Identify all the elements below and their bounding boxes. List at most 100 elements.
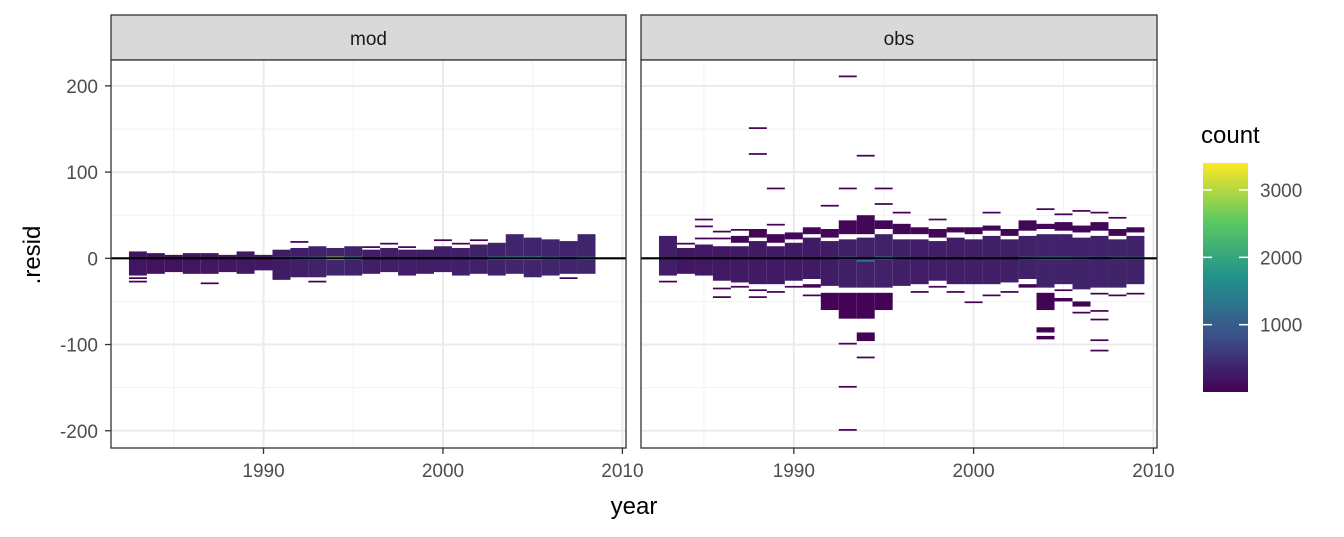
heatmap-bin	[838, 342, 857, 345]
heatmap-bin	[712, 287, 731, 290]
heatmap-bin	[1036, 208, 1055, 211]
heatmap-bin	[766, 223, 785, 226]
heatmap-bin	[380, 242, 399, 245]
heatmap-bin	[982, 211, 1001, 214]
heatmap-bin	[964, 239, 983, 285]
heatmap-bin	[1000, 291, 1019, 293]
heatmap-bin	[766, 246, 785, 285]
heatmap-bin	[964, 301, 983, 304]
heatmap-bin	[380, 247, 399, 273]
heatmap-bin	[1108, 239, 1127, 288]
heatmap-bin	[344, 246, 363, 276]
heatmap-bin	[308, 280, 327, 283]
heatmap-bin	[730, 285, 749, 288]
heatmap-bin	[182, 253, 201, 274]
heatmap-bin	[1036, 223, 1055, 229]
heatmap-bin	[748, 241, 767, 285]
heatmap-bin	[802, 227, 821, 235]
panel-border	[640, 59, 1158, 449]
heatmap-bin	[1072, 225, 1091, 233]
heatmap-bin	[1072, 237, 1091, 290]
facet-strip-label: obs	[884, 29, 915, 50]
heatmap-bin	[892, 211, 911, 214]
heatmap-bin	[874, 187, 893, 190]
heatmap-bin	[694, 237, 713, 240]
y-tick-label: -200	[60, 422, 98, 443]
heatmap-bin	[748, 127, 767, 129]
x-tick-label: 2000	[422, 461, 464, 482]
heatmap-bin	[694, 244, 713, 276]
heatmap-bin	[784, 285, 803, 288]
heatmap-bin	[1054, 213, 1073, 216]
heatmap-bin	[874, 234, 893, 288]
y-tick-label: 200	[66, 77, 98, 98]
heatmap-bin	[802, 294, 821, 297]
heatmap-bin	[856, 215, 875, 235]
heatmap-bin	[748, 153, 767, 155]
heatmap-bin	[892, 239, 911, 286]
heatmap-bin	[128, 280, 147, 283]
heatmap-bin	[982, 294, 1001, 297]
panel-border	[110, 59, 627, 449]
heatmap-bin	[326, 247, 345, 276]
heatmap-bin	[982, 225, 1001, 231]
heatmap-bin	[694, 225, 713, 228]
heatmap-bin	[362, 249, 381, 274]
legend-ticks: 1000 2000 3000	[1203, 181, 1302, 337]
legend-tick-label: 3000	[1260, 181, 1302, 202]
heatmap-bin	[1054, 289, 1073, 292]
heatmap-bin	[676, 242, 695, 245]
heatmap-bin	[1072, 210, 1091, 212]
x-tick-label: 2010	[1132, 461, 1174, 482]
heatmap-bin	[928, 218, 947, 221]
heatmap-bin	[712, 296, 731, 298]
heatmap-bin	[1000, 228, 1019, 236]
heatmap-bin	[802, 284, 821, 288]
heatmap-bin	[1018, 284, 1037, 288]
heatmap-bin	[451, 242, 470, 245]
heatmap-bin	[1090, 310, 1109, 312]
heatmap-bin-dense	[856, 259, 875, 262]
legend-title: count	[1201, 122, 1260, 149]
facet-panel-obs: obs 1990 2000 2010	[640, 14, 1175, 482]
heatmap-bin	[748, 296, 767, 298]
heatmap-bin	[910, 239, 929, 285]
heatmap-bin	[1000, 239, 1019, 283]
heatmap-bin	[1090, 349, 1109, 352]
legend-tick-label: 1000	[1260, 316, 1302, 337]
heatmap-bin	[128, 277, 147, 280]
heatmap-bin	[398, 249, 417, 276]
heatmap-bin	[1036, 335, 1055, 340]
y-axis: -200 -100 0 100 200	[60, 77, 111, 443]
x-tick-label: 2010	[601, 461, 643, 482]
heatmap-bin	[451, 247, 470, 276]
y-axis-title: .resid	[19, 226, 46, 285]
heatmap-bin	[1072, 311, 1091, 314]
heatmap-bin	[290, 247, 309, 278]
heatmap-bin	[838, 187, 857, 190]
heatmap-bin	[1090, 292, 1109, 295]
heatmap-bin	[1054, 222, 1073, 231]
heatmap-bin	[712, 230, 731, 233]
heatmap-bin	[838, 239, 857, 288]
heatmap-bin	[874, 292, 893, 311]
facet-strip	[110, 14, 627, 61]
heatmap-bin	[838, 75, 857, 78]
heatmap-bin	[658, 235, 677, 276]
heatmap-bin	[1090, 211, 1109, 214]
y-tick-label: -100	[60, 336, 98, 357]
facet-panel-mod: mod 1990 2000 2010	[110, 14, 644, 482]
heatmap-bin	[200, 282, 219, 285]
heatmap-bin	[838, 385, 857, 388]
heatmap-bin	[200, 253, 219, 274]
heatmap-bin	[272, 249, 291, 280]
heatmap-bin	[964, 227, 983, 235]
heatmap-bin	[362, 246, 381, 248]
heatmap-bin	[766, 234, 785, 243]
heatmap-bin	[946, 237, 965, 285]
heatmap-bin	[694, 218, 713, 221]
legend-tick-label: 2000	[1260, 248, 1302, 269]
heatmap-bin	[766, 291, 785, 293]
heatmap-bin	[236, 251, 255, 274]
heatmap-bin	[874, 203, 893, 205]
